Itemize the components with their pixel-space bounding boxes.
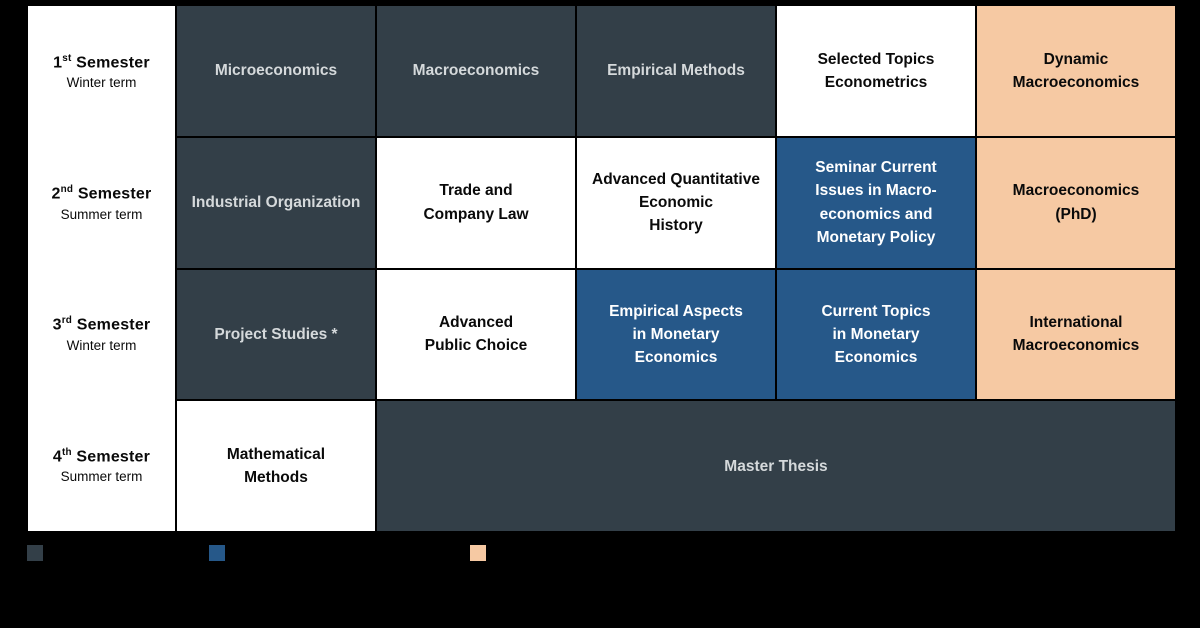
course-label: Master Thesis [724,457,828,475]
semester-column: 1st Semester Winter term 2nd Semester Su… [28,6,175,531]
semester-term: Winter term [66,337,137,353]
semester-term: Winter term [66,75,137,91]
semester-row-1: 1st Semester Winter term [28,6,175,137]
course-cell: Macroeconomics (PhD) [977,137,1175,268]
legend-swatch-peach [470,545,486,561]
course-label: Macroeconomics [412,62,540,80]
course-cell: Mathematical Methods [177,401,375,531]
course-cell: Microeconomics [177,6,375,136]
semester-row-3: 3rd Semester Winter term [28,269,175,400]
course-cell: International Macroeconomics [977,269,1175,400]
course-cell: Dynamic Macroeconomics [977,6,1175,136]
course-cell: Empirical Methods [577,6,775,136]
course-cell: Current Topics in Monetary Economics [777,269,975,400]
course-label: Empirical Methods [607,62,745,80]
semester-row-2: 2nd Semester Summer term [28,137,175,268]
course-label: Advanced Quantitative Economic History [592,170,760,235]
course-label: Mathematical Methods [226,445,326,487]
course-cell: Advanced Public Choice [377,269,575,400]
course-cell: Selected Topics Econometrics [777,6,975,136]
course-label: Industrial Organization [191,194,361,211]
course-label: Seminar Current Issues in Macro- economi… [815,159,937,246]
semester-row-4: 4th Semester Summer term [28,400,175,531]
course-label: Empirical Aspects in Monetary Economics [609,302,743,367]
legend-swatch-dark [27,545,43,561]
course-cell: Trade and Company Law [377,137,575,268]
course-label: Selected Topics Econometrics [817,50,935,91]
course-label: Current Topics in Monetary Economics [821,302,931,367]
curriculum-table: 1st Semester Winter term 2nd Semester Su… [25,3,1178,534]
course-cell: Seminar Current Issues in Macro- economi… [777,137,975,268]
semester-title: 2nd Semester [51,184,152,203]
semester-term: Summer term [60,469,143,485]
course-cell: Industrial Organization [177,137,375,268]
course-label: Trade and Company Law [423,182,529,223]
course-label: Dynamic Macroeconomics [1012,50,1140,91]
course-label: Macroeconomics (PhD) [1012,182,1140,223]
course-cell: Project Studies * [177,269,375,400]
semester-title: 1st Semester [53,52,150,72]
legend-swatch-blue [209,545,225,561]
course-cell: Master Thesis [377,401,1175,531]
course-cell: Advanced Quantitative Economic History [577,137,775,268]
course-label: Project Studies * [214,325,338,343]
semester-title: 4th Semester [52,446,151,465]
course-label: Advanced Public Choice [424,314,528,355]
course-cell: Empirical Aspects in Monetary Economics [577,269,775,400]
semester-term: Summer term [60,206,143,222]
semester-title: 3rd Semester [52,315,151,334]
course-label: Microeconomics [214,62,338,80]
course-label: International Macroeconomics [1012,314,1140,355]
course-cell: Macroeconomics [377,6,575,136]
